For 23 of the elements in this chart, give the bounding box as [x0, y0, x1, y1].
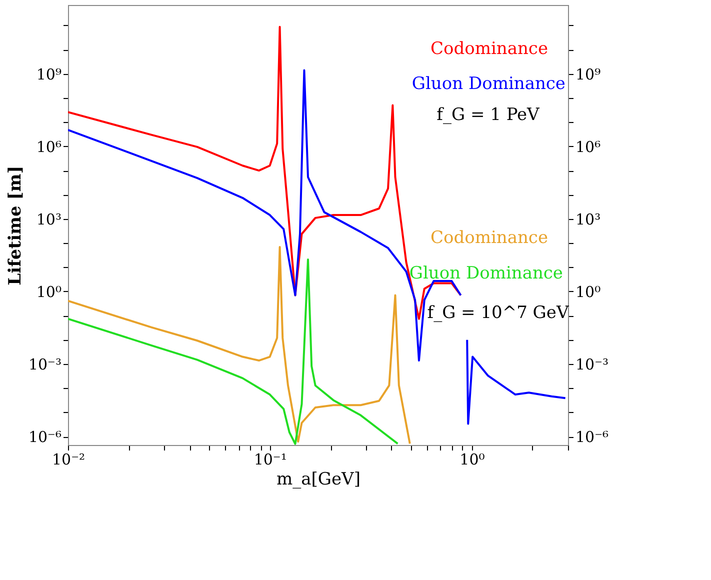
x-axis-title: m_a[GeV] — [276, 470, 360, 490]
text: Gluon Dominance — [409, 263, 563, 284]
text: Codominance — [430, 228, 548, 248]
y-tick-label: 10⁰ — [576, 282, 601, 301]
y-tick-label: 10⁹ — [576, 65, 601, 84]
text: 10⁻⁶ — [28, 428, 62, 446]
y-axis-title: Lifetime [m] — [5, 166, 26, 286]
x-tick-label: 10⁰ — [460, 450, 485, 468]
text: 10⁹ — [36, 65, 62, 84]
text: 10⁶ — [36, 138, 62, 156]
text: 10⁰ — [36, 282, 62, 301]
y-tick-label: 10⁻⁶ — [576, 428, 609, 446]
y-tick-label: 10⁻³ — [576, 356, 609, 374]
text: Codominance — [430, 39, 548, 59]
y-tick-label: 10⁶ — [576, 138, 601, 156]
text: 10³ — [36, 210, 62, 228]
y-tick-label: 10³ — [576, 210, 601, 228]
x-tick-label: 10⁻¹ — [254, 450, 287, 468]
text: Gluon Dominance — [412, 74, 566, 94]
x-tick-label: 10⁻² — [52, 450, 86, 468]
annotation: f_G = 10^7 GeV — [427, 303, 570, 323]
text: 10⁻³ — [28, 356, 62, 374]
annotation: f_G = 1 PeV — [436, 105, 540, 125]
